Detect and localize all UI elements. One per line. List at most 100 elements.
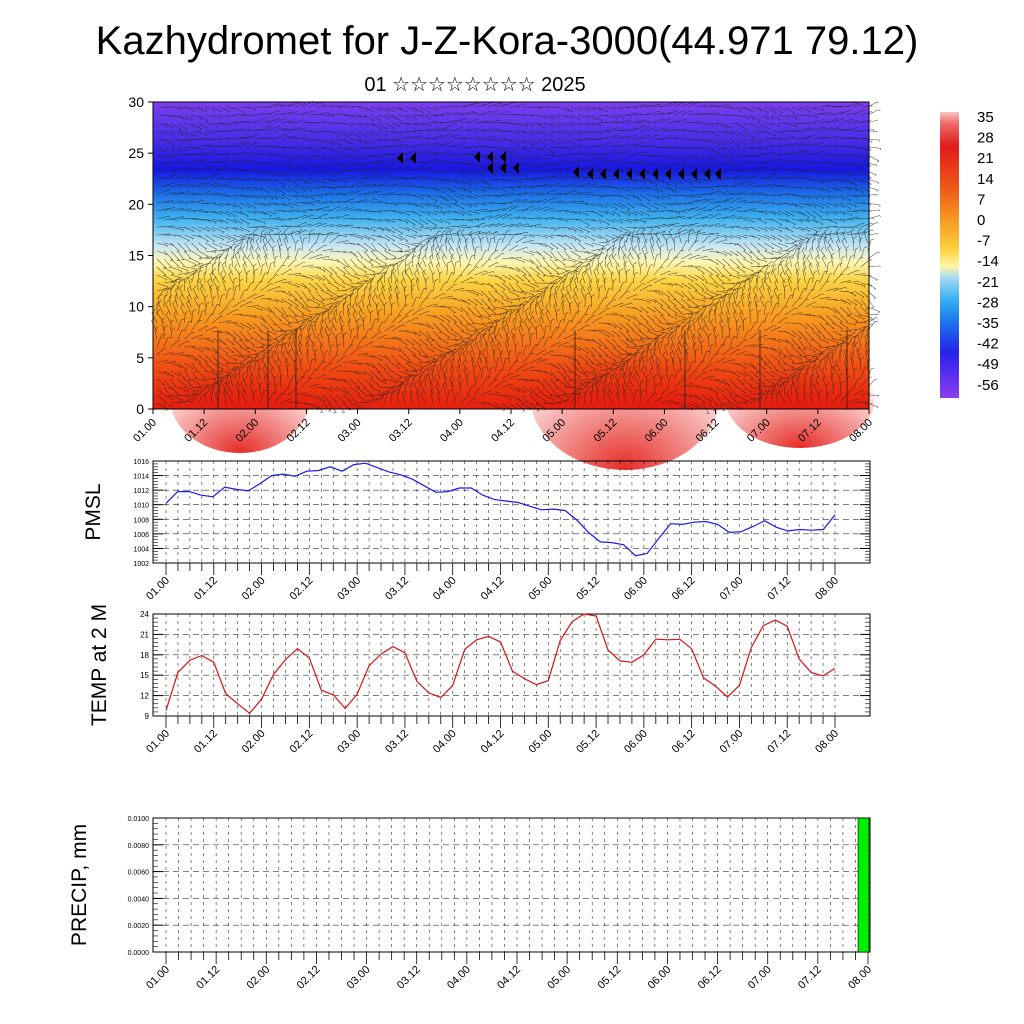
chart-title: Kazhydromet for J-Z-Kora-3000(44.971 79.… [96, 19, 919, 63]
pmsl-x-tick-label: 07.00 [718, 575, 746, 603]
precip-x-tick-label: 06.00 [646, 964, 674, 992]
temp2m-axis-label: TEMP at 2 M [88, 604, 111, 726]
precip-x-tick-label: 04.12 [495, 964, 523, 992]
temp2m-y-axis: 9 12 15 18 21 24 [140, 610, 870, 721]
pmsl-y-tick-label: 1010 [133, 503, 149, 510]
temp2m-x-tick-label: 02.12 [288, 728, 316, 756]
chart-subtitle: 01 ☆☆☆☆☆☆☆☆ 2025 [364, 74, 585, 96]
temp2m-x-tick-label: 06.12 [670, 728, 698, 756]
wind-flag [652, 168, 658, 180]
precip-x-tick-label: 02.00 [244, 964, 272, 992]
precip-y-axis: 0.0000 0.0020 0.0040 0.0060 0.0080 0.0100 [128, 816, 870, 957]
wind-flag [587, 168, 593, 180]
temp2m-x-tick-label: 03.12 [383, 728, 411, 756]
colorbar-label: 28 [977, 130, 994, 147]
wind-flag [613, 168, 619, 180]
pmsl-y-tick-label: 1014 [133, 474, 149, 481]
colorbar-label: -21 [977, 274, 999, 291]
wind-flag [500, 162, 506, 174]
wind-barb-flags [397, 151, 721, 180]
wind-flag [397, 152, 403, 164]
wind-flag [626, 168, 632, 180]
temp2m-y-tick-label: 21 [140, 630, 149, 639]
precip-x-tick-label: 06.12 [696, 964, 724, 992]
temp2m-y-tick-label: 12 [140, 692, 149, 701]
warm-core-1 [530, 320, 720, 470]
wind-barb-lines [151, 100, 881, 414]
pmsl-frame [152, 460, 871, 564]
precip-y-tick-label: 0.0060 [128, 870, 150, 877]
colorbar-label: -49 [977, 356, 999, 373]
wind-flag [474, 151, 480, 163]
precip-frame [152, 817, 871, 953]
colorbar-labels: 35 28 21 14 7 0 -7 -14 -21 -28 -35 -42 -49 -56 [977, 109, 999, 394]
pmsl-x-axis: 01.00 01.12 02.00 02.12 03.00 03.12 04.00 04.12… [144, 563, 841, 603]
wind-flag [500, 151, 506, 163]
temp2m-y-tick-label: 15 [140, 671, 149, 680]
temp2m-y-tick-label: 9 [145, 712, 150, 721]
temp2m-x-axis: 01.00 01.12 02.00 02.12 03.00 03.12 04.00 04.12… [144, 716, 841, 756]
section-x-tick-label: 04.12 [489, 417, 517, 445]
pmsl-x-tick-label: 04.12 [479, 575, 507, 603]
pmsl-x-tick-label: 01.00 [144, 575, 172, 603]
section-y-tick-label: 30 [128, 94, 144, 110]
wind-flag [665, 168, 671, 180]
section-y-tick-label: 25 [128, 145, 144, 161]
pmsl-x-tick-label: 02.00 [240, 575, 268, 603]
temp2m-x-tick-label: 05.00 [526, 728, 554, 756]
section-y-tick-label: 0 [136, 401, 144, 417]
pmsl-x-tick-label: 01.12 [192, 575, 220, 603]
colorbar-label: -42 [977, 336, 999, 353]
colorbar-label: 14 [977, 171, 994, 188]
colorbar-label: 35 [977, 109, 994, 126]
precip-x-tick-label: 05.12 [595, 964, 623, 992]
precip-y-tick-label: 0.0020 [128, 923, 150, 930]
warm-core-2 [170, 343, 310, 453]
wind-flag [715, 168, 721, 180]
colorbar-label: -28 [977, 294, 999, 311]
precip-x-tick-label: 03.12 [395, 964, 423, 992]
wind-flag [410, 152, 416, 164]
section-x-tick-label: 03.00 [336, 417, 364, 445]
wind-flag [691, 168, 697, 180]
section-y-tick-label: 5 [136, 350, 144, 366]
section-y-tick-label: 10 [128, 299, 144, 315]
pmsl-x-tick-label: 08.00 [813, 575, 841, 603]
wind-barbs [151, 100, 881, 414]
temp2m-x-tick-label: 04.12 [479, 728, 507, 756]
pmsl-y-tick-label: 1008 [133, 517, 149, 524]
temperature-colorbar: 35 28 21 14 7 0 -7 -14 -21 -28 -35 -42 -49 -56 [940, 109, 999, 398]
temp2m-x-tick-label: 01.00 [144, 728, 172, 756]
wind-flag [639, 168, 645, 180]
section-y-tick-label: 20 [128, 196, 144, 212]
section-y-axis: 0 5 10 15 20 25 30 [128, 94, 153, 417]
pmsl-x-tick-label: 06.12 [670, 575, 698, 603]
precip-x-tick-label: 01.00 [144, 964, 172, 992]
colorbar-label: -35 [977, 315, 999, 332]
pmsl-x-tick-label: 05.00 [526, 575, 554, 603]
precip-y-tick-label: 0.0040 [128, 896, 150, 903]
temp2m-y-tick-label: 18 [140, 651, 149, 660]
pmsl-x-tick-label: 05.12 [574, 575, 602, 603]
temp2m-y-tick-label: 24 [140, 610, 149, 619]
pmsl-y-tick-label: 1006 [133, 532, 149, 539]
temp2m-series-line [165, 613, 836, 715]
temp2m-frame [152, 613, 871, 717]
precip-grid [153, 817, 870, 953]
temp2m-x-tick-label: 07.12 [765, 728, 793, 756]
pmsl-y-tick-label: 1012 [133, 488, 149, 495]
pmsl-y-tick-label: 1002 [133, 561, 149, 568]
colorbar-ramp [940, 112, 959, 398]
precip-x-tick-label: 01.12 [194, 964, 222, 992]
section-y-tick-label: 15 [128, 248, 144, 264]
colorbar-label: -14 [977, 253, 999, 270]
pmsl-y-axis: 1002 1004 1006 1008 1010 1012 1014 1016 [133, 459, 870, 568]
temp2m-x-tick-label: 08.00 [813, 728, 841, 756]
wind-flag [678, 168, 684, 180]
wind-flag [600, 168, 606, 180]
precip-axis-label: PRECIP, mm [68, 824, 91, 946]
pmsl-x-tick-label: 06.00 [622, 575, 650, 603]
